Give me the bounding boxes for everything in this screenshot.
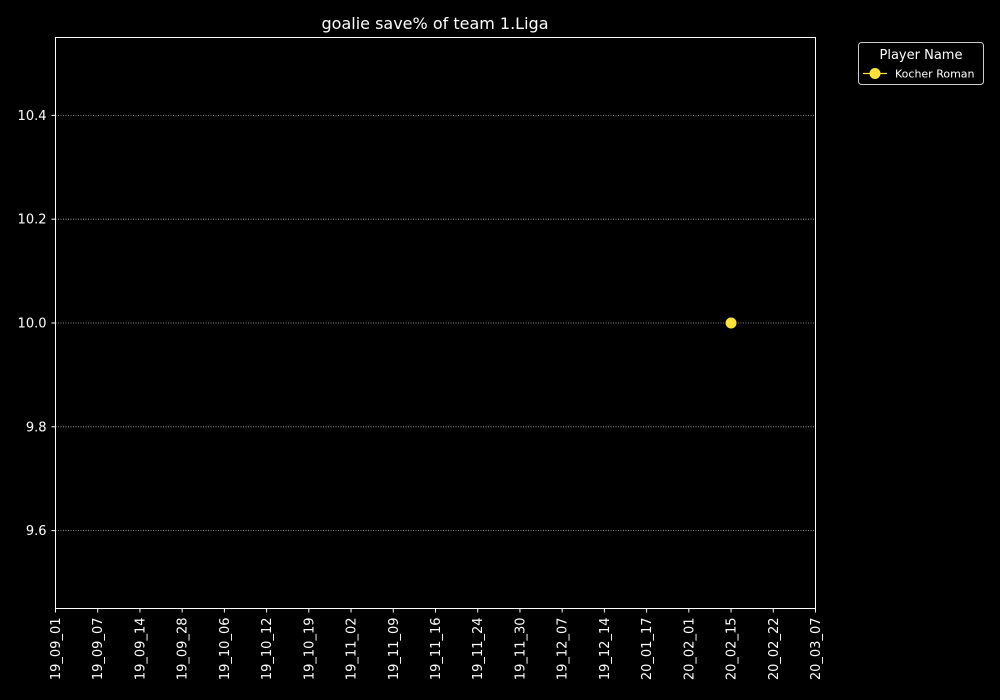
x-tick-label: 19_11_24: [471, 618, 486, 681]
x-tick-label: 19_12_07: [556, 618, 571, 681]
legend-frame: [858, 42, 984, 85]
x-tick-label: 19_11_16: [429, 618, 444, 681]
x-tick-label: 19_11_09: [387, 618, 402, 681]
x-tick-label: 19_09_14: [133, 618, 148, 681]
x-tick-label: 20_02_22: [767, 618, 782, 681]
x-tick-label: 19_11_02: [345, 618, 360, 681]
x-tick-label: 20_01_17: [640, 618, 655, 681]
y-tick-label: 10.4: [18, 109, 47, 124]
x-tick-label: 19_09_07: [91, 618, 106, 681]
gridlines: [55, 114, 816, 532]
legend-title: Player Name: [880, 48, 963, 63]
x-tick-label: 20_02_01: [682, 618, 697, 681]
legend: Player Name Kocher Roman: [858, 42, 984, 85]
x-tick-label: 20_02_15: [725, 618, 740, 681]
data-point: [725, 317, 737, 329]
y-tick-label: 10.2: [18, 213, 47, 228]
data-series: [725, 317, 737, 329]
y-axis: 9.6 9.8 10.0 10.2 10.4: [18, 109, 56, 539]
x-tick-label: 19_10_12: [260, 618, 275, 681]
y-tick-label: 10.0: [18, 317, 47, 332]
x-tick-label: 19_10_19: [302, 618, 317, 681]
x-tick-label: 19_10_06: [218, 618, 233, 681]
x-tick-label: 20_03_07: [809, 618, 824, 681]
legend-label-kocher-roman: Kocher Roman: [895, 68, 975, 81]
legend-marker-kocher-roman: [869, 68, 881, 79]
x-tick-label: 19_11_30: [513, 618, 528, 681]
y-tick-label: 9.8: [26, 420, 47, 435]
y-tick-label: 9.6: [26, 524, 47, 539]
plot-frame: [55, 37, 816, 609]
x-axis: 19_09_01 19_09_07 19_09_14 19_09_28 19_10_06…: [49, 608, 824, 681]
x-tick-label: 19_09_28: [176, 618, 191, 681]
x-tick-label: 19_12_14: [598, 618, 613, 681]
x-tick-label: 19_09_01: [49, 618, 64, 681]
chart-title: goalie save% of team 1.Liga: [322, 14, 549, 33]
